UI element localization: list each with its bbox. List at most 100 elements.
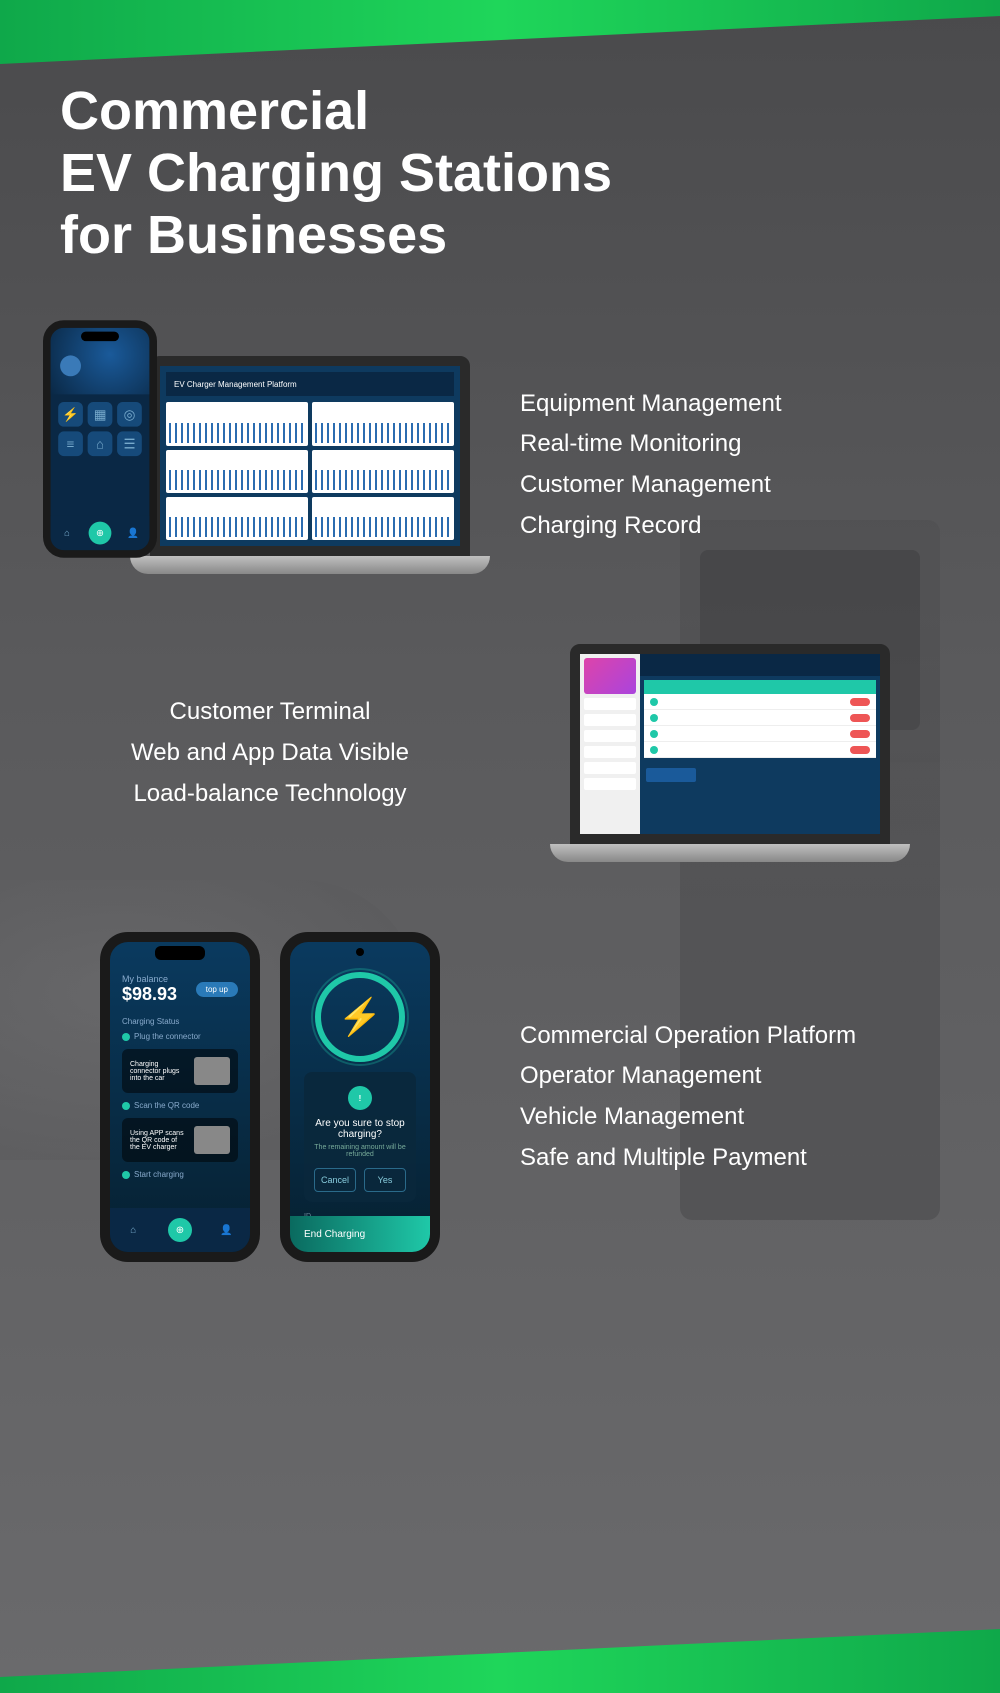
action-pill[interactable] [850, 730, 870, 738]
sidebar-item[interactable] [584, 714, 636, 726]
nav-home-icon[interactable]: ⌂ [56, 522, 79, 545]
step-bullet-icon [122, 1102, 130, 1110]
dialog-subtitle: The remaining amount will be refunded [314, 1144, 406, 1158]
dashboard-panel [166, 497, 308, 540]
nav-center-button[interactable]: ⊕ [168, 1218, 192, 1242]
panel-footer [640, 762, 880, 834]
mini-chart-icon [169, 423, 305, 443]
phone-mock-charging: ⚡ ! Are you sure to stop charging? The r… [280, 932, 440, 1262]
title-line-3: for Businesses [60, 205, 447, 265]
step-text: Charging connector plugs into the car [130, 1061, 186, 1082]
phone-camera-icon [356, 948, 364, 956]
nav-center-button[interactable]: ⊕ [89, 522, 112, 545]
sidebar-thumbnail [584, 658, 636, 694]
cancel-button[interactable]: Cancel [314, 1168, 356, 1192]
feature-text: Web and App Data Visible [60, 733, 480, 774]
laptop-main-panel [640, 654, 880, 834]
step-bullet-icon [122, 1171, 130, 1179]
table-row [644, 694, 876, 710]
feature-text: Customer Terminal [60, 692, 480, 733]
balance-label: My balance [122, 974, 177, 984]
dashboard-panel [166, 450, 308, 493]
phone-tile[interactable]: ☰ [117, 432, 142, 457]
phone-tile[interactable]: ▦ [88, 402, 113, 427]
action-pill[interactable] [850, 714, 870, 722]
status-title: Charging Status [110, 1013, 250, 1030]
laptop-phone-combo: ⚡ ▦ ◎ ≡ ⌂ ☰ ⌂ ⊕ 👤 [60, 356, 480, 574]
feature-text: Vehicle Management [520, 1097, 940, 1138]
action-pill[interactable] [850, 746, 870, 754]
charging-ring-icon: ⚡ [315, 972, 405, 1062]
sidebar-item[interactable] [584, 778, 636, 790]
laptop-base [130, 556, 490, 574]
feature-text: Safe and Multiple Payment [520, 1138, 940, 1179]
step-label: Scan the QR code [110, 1099, 250, 1112]
sidebar-item[interactable] [584, 746, 636, 758]
step-bullet-icon [122, 1033, 130, 1041]
status-dot-icon [650, 730, 658, 738]
phone-tile[interactable]: ≡ [58, 432, 83, 457]
nav-user-icon[interactable]: 👤 [215, 1218, 239, 1242]
feature-text: Customer Management [520, 465, 940, 506]
avatar-icon [60, 356, 81, 377]
sidebar-item[interactable] [584, 762, 636, 774]
step-card: Using APP scans the QR code of the EV ch… [122, 1118, 238, 1162]
status-dot-icon [650, 698, 658, 706]
sidebar-item[interactable] [584, 730, 636, 742]
mini-chart-icon [169, 517, 305, 537]
mini-chart-icon [315, 517, 451, 537]
feature-text: Real-time Monitoring [520, 424, 940, 465]
section-2: Customer Terminal Web and App Data Visib… [60, 644, 940, 862]
mini-chart-icon [169, 470, 305, 490]
end-charging-label: End Charging [304, 1229, 365, 1240]
dashboard-panel [312, 402, 454, 445]
confirm-dialog: ! Are you sure to stop charging? The rem… [304, 1072, 416, 1202]
section-2-features: Customer Terminal Web and App Data Visib… [60, 692, 480, 814]
table-row [644, 710, 876, 726]
status-dot-icon [650, 746, 658, 754]
laptop-base [550, 844, 910, 862]
nav-user-icon[interactable]: 👤 [122, 522, 145, 545]
footer-button[interactable] [646, 768, 696, 782]
section-3: My balance $98.93 top up Charging Status… [60, 932, 940, 1262]
step-label: Plug the connector [110, 1030, 250, 1043]
dialog-title: Are you sure to stop charging? [314, 1118, 406, 1140]
status-dot-icon [650, 714, 658, 722]
mini-chart-icon [315, 423, 451, 443]
step-text: Using APP scans the QR code of the EV ch… [130, 1130, 186, 1151]
step-thumbnail [194, 1057, 230, 1085]
yes-button[interactable]: Yes [364, 1168, 406, 1192]
table-header [644, 680, 876, 694]
phone-tile[interactable]: ⌂ [88, 432, 113, 457]
balance-amount: $98.93 [122, 984, 177, 1005]
dashboard-panel [312, 497, 454, 540]
data-table [644, 680, 876, 758]
panel-header [640, 654, 880, 676]
phone-tile[interactable]: ⚡ [58, 402, 83, 427]
laptop-header-title: EV Charger Management Platform [174, 380, 297, 389]
laptop-sidebar [580, 654, 640, 834]
nav-home-icon[interactable]: ⌂ [121, 1218, 145, 1242]
sidebar-item[interactable] [584, 698, 636, 710]
phone-bottom-nav: ⌂ ⊕ 👤 [110, 1208, 250, 1252]
end-charging-button[interactable]: End Charging [290, 1216, 430, 1252]
phone-tile[interactable]: ◎ [117, 402, 142, 427]
feature-text: Operator Management [520, 1056, 940, 1097]
laptop-mock-1: EV Charger Management Platform [130, 356, 490, 574]
action-pill[interactable] [850, 698, 870, 706]
step-thumbnail [194, 1126, 230, 1154]
title-line-1: Commercial [60, 81, 369, 141]
two-phones-combo: My balance $98.93 top up Charging Status… [100, 932, 440, 1262]
page-title: Commercial EV Charging Stations for Busi… [60, 80, 940, 266]
section-1-features: Equipment Management Real-time Monitorin… [520, 384, 940, 547]
topup-button[interactable]: top up [196, 982, 238, 997]
alert-icon: ! [348, 1086, 372, 1110]
table-row [644, 726, 876, 742]
dashboard-panel [312, 450, 454, 493]
phone-notch [155, 946, 205, 960]
balance-bar: My balance $98.93 top up [110, 966, 250, 1013]
phone-notch [81, 332, 119, 342]
phone-bottom-nav: ⌂ ⊕ 👤 [51, 516, 150, 550]
mini-chart-icon [315, 470, 451, 490]
feature-text: Equipment Management [520, 384, 940, 425]
